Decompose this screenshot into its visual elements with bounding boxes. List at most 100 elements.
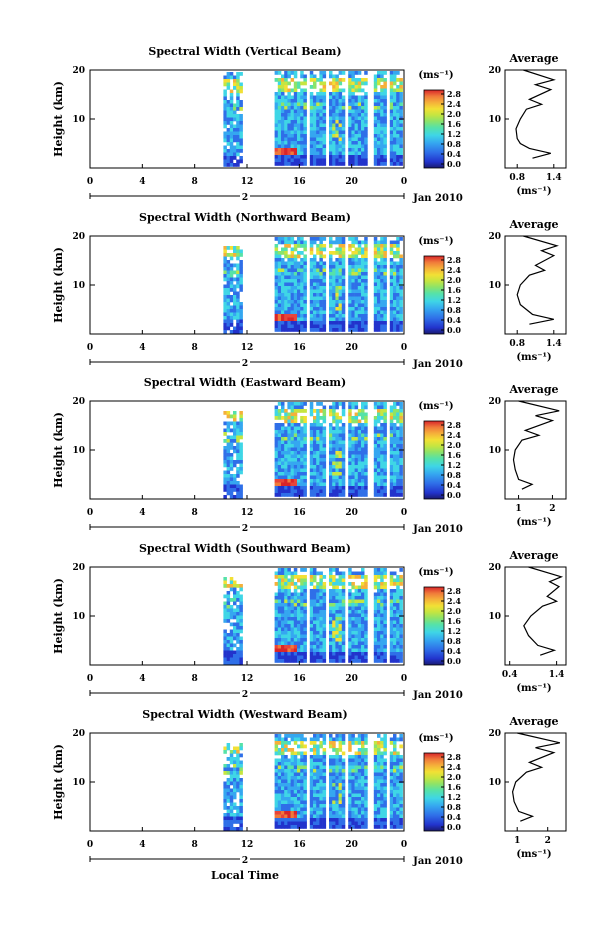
- heatmap-cell: [393, 451, 397, 455]
- heatmap-cell: [335, 144, 339, 149]
- heatmap-cell: [389, 317, 394, 322]
- x-tick-label: 12: [241, 508, 254, 518]
- heatmap-cell: [338, 127, 343, 131]
- heatmap-cell: [354, 772, 359, 777]
- heatmap-cell: [396, 631, 400, 635]
- heatmap-cell: [287, 631, 291, 635]
- heatmap-cell: [290, 776, 295, 780]
- heatmap-cell: [396, 240, 400, 245]
- heatmap-cell: [322, 405, 327, 410]
- heatmap-cell: [300, 641, 304, 646]
- heatmap-cell: [281, 310, 285, 315]
- heatmap-cell: [380, 610, 384, 614]
- heatmap-cell: [284, 631, 288, 635]
- heatmap-cell: [277, 758, 282, 763]
- heatmap-cell: [233, 446, 237, 450]
- heatmap-cell: [396, 247, 400, 252]
- heatmap-cell: [335, 596, 339, 600]
- heatmap-cell: [357, 748, 362, 752]
- heatmap-cell: [290, 162, 295, 166]
- heatmap-cell: [393, 261, 397, 266]
- heatmap-cell: [226, 135, 231, 139]
- heatmap-cell: [322, 641, 327, 646]
- heatmap-cell: [226, 305, 231, 310]
- heatmap-cell: [284, 293, 288, 297]
- heatmap-cell: [281, 475, 285, 480]
- heatmap-cell: [303, 772, 307, 777]
- heatmap-cell: [348, 779, 352, 784]
- heatmap-cell: [233, 249, 237, 254]
- panels-group: Spectral Width (Vertical Beam)2010Height…: [52, 45, 567, 867]
- heatmap-cell: [236, 312, 240, 317]
- colorbar-gradient: [423, 255, 445, 335]
- heatmap-cell: [297, 575, 301, 579]
- heatmap-cell: [281, 433, 285, 438]
- heatmap-cell: [309, 451, 314, 455]
- heatmap-cell: [338, 748, 343, 752]
- heatmap-cell: [322, 776, 327, 780]
- heatmap-cell: [341, 134, 346, 138]
- heatmap-cell: [303, 155, 307, 159]
- heatmap-cell: [303, 790, 307, 794]
- heatmap-cell: [277, 134, 282, 138]
- heatmap-cell: [309, 465, 314, 469]
- heatmap-cell: [396, 102, 400, 107]
- heatmap-cell: [348, 113, 352, 117]
- heatmap-cell: [399, 148, 403, 152]
- heatmap-cell: [357, 596, 362, 600]
- heatmap-cell: [348, 247, 352, 252]
- heatmap-cell: [277, 423, 282, 427]
- heatmap-cell: [332, 92, 336, 96]
- heatmap-cell: [274, 321, 279, 325]
- heatmap-cell: [354, 575, 359, 579]
- heatmap-cell: [377, 447, 381, 452]
- heatmap-cell: [300, 765, 304, 770]
- heatmap-cell: [399, 141, 403, 145]
- heatmap-cell: [364, 430, 368, 434]
- heatmap-cell: [357, 102, 362, 107]
- heatmap-cell: [319, 317, 323, 322]
- heatmap-cell: [303, 310, 307, 315]
- heatmap-cell: [354, 737, 359, 742]
- heatmap-cell: [277, 482, 282, 487]
- heatmap-cell: [226, 442, 231, 447]
- heatmap-cell: [284, 275, 288, 280]
- heatmap-cell: [351, 102, 355, 107]
- heatmap-cell: [226, 612, 231, 616]
- heatmap-cell: [361, 638, 365, 642]
- heatmap-cell: [293, 652, 298, 656]
- heatmap-cell: [348, 324, 352, 329]
- heatmap-cell: [322, 300, 327, 304]
- heatmap-cell: [373, 272, 378, 276]
- heatmap-cell: [354, 776, 359, 780]
- heatmap-cell: [316, 444, 320, 448]
- heatmap-cell: [361, 158, 365, 163]
- heatmap-cell: [329, 631, 333, 635]
- heatmap-cell: [354, 300, 359, 304]
- heatmap-cell: [290, 272, 295, 276]
- heatmap-cell: [322, 265, 327, 269]
- heatmap-cell: [322, 655, 327, 660]
- heatmap-cell: [354, 641, 359, 646]
- heatmap-cell: [309, 596, 314, 600]
- heatmap-cell: [281, 765, 285, 770]
- heatmap-cell: [380, 102, 384, 107]
- heatmap-cell: [293, 645, 298, 649]
- heatmap-cell: [341, 430, 346, 434]
- heatmap-cell: [290, 265, 295, 269]
- heatmap-cell: [373, 275, 378, 280]
- heatmap-cell: [290, 592, 295, 597]
- heatmap-cell: [236, 488, 240, 492]
- heatmap-cell: [341, 659, 346, 663]
- heatmap-cell: [287, 300, 291, 304]
- heatmap-cell: [396, 440, 400, 445]
- heatmap-cell: [393, 578, 397, 583]
- heatmap-cell: [373, 130, 378, 135]
- heatmap-cell: [309, 779, 314, 784]
- heatmap-cell: [351, 634, 355, 639]
- heatmap-cell: [335, 638, 339, 642]
- heatmap-cell: [290, 825, 295, 829]
- heatmap-cell: [354, 402, 359, 406]
- heatmap-cell: [293, 807, 298, 812]
- heatmap-cell: [322, 155, 327, 159]
